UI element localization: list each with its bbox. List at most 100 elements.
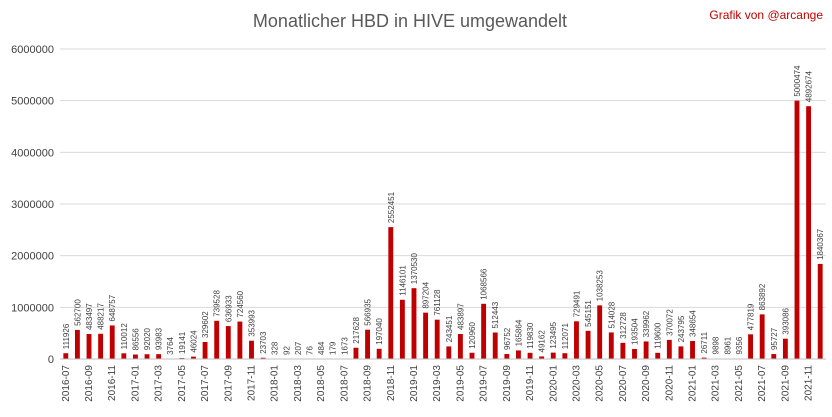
data-label: 217628: [352, 317, 361, 344]
bar: [504, 354, 510, 359]
data-label: 112071: [561, 323, 570, 350]
x-tick-label: 2017-11: [247, 365, 258, 401]
data-label: 5000474: [793, 65, 802, 97]
data-label: 636933: [224, 295, 233, 322]
x-tick-label: 2017-01: [130, 365, 141, 402]
data-label: 512443: [491, 301, 500, 328]
bar: [574, 321, 579, 359]
data-label: 483897: [456, 303, 465, 330]
data-label: 729491: [572, 290, 581, 317]
data-label: 96752: [503, 327, 512, 350]
bar: [365, 329, 370, 359]
data-label: 739528: [213, 290, 222, 317]
bar: [156, 354, 162, 359]
bar: [86, 334, 92, 359]
bar: [562, 353, 568, 359]
bar: [690, 340, 695, 359]
x-tick-label: 2020-01: [548, 365, 559, 402]
data-label: 370072: [665, 309, 674, 336]
bar: [202, 341, 208, 359]
x-tick-label: 2019-09: [502, 365, 513, 402]
bar: [771, 354, 777, 359]
data-label: 545151: [584, 300, 593, 327]
bar: [133, 354, 138, 359]
data-label: 76: [306, 346, 315, 355]
data-label: 243795: [677, 315, 686, 342]
bar: [655, 352, 661, 359]
x-axis: 2016-07 2016-09 2016-11 2017-01 2017-03 2017-…: [61, 365, 815, 402]
x-tick-label: 2016-11: [107, 365, 118, 401]
data-label: 483497: [85, 303, 94, 330]
data-label: 863892: [758, 283, 767, 310]
data-label: 93983: [155, 327, 164, 350]
bar: [225, 326, 231, 359]
y-axis: 0 1000000 2000000 3000000 4000000 5000000 6000…: [11, 44, 54, 366]
data-label: 477819: [747, 303, 756, 330]
data-label: 484: [317, 341, 326, 355]
x-tick-label: 2018-03: [293, 365, 304, 402]
x-tick-label: 2018-05: [316, 365, 327, 402]
x-tick-label: 2017-09: [223, 365, 234, 402]
bar: [446, 346, 452, 359]
data-label: 26711: [700, 331, 709, 353]
data-label: 328: [271, 341, 280, 355]
bar: [434, 319, 440, 359]
data-label: 648757: [108, 294, 117, 321]
bar: [376, 348, 382, 359]
bar: [701, 357, 707, 359]
x-tick-label: 2017-03: [154, 365, 165, 402]
bar: [516, 350, 521, 359]
data-label: 1038253: [596, 270, 605, 302]
data-label: 165864: [514, 319, 523, 346]
data-label: 514028: [607, 301, 616, 328]
bar: [492, 332, 498, 359]
bar: [620, 342, 626, 359]
bar: [632, 349, 637, 359]
bar: [666, 339, 672, 359]
bar: [678, 346, 684, 359]
bar: [539, 356, 545, 359]
bar: [399, 299, 405, 359]
chart-credit: Grafik von @arcange: [709, 8, 823, 22]
bar: [191, 356, 196, 359]
x-tick-label: 2019-03: [432, 365, 443, 402]
bar: [121, 353, 127, 359]
data-label: 197040: [375, 318, 384, 345]
data-label: 179: [329, 341, 338, 355]
bar: [469, 352, 475, 359]
data-label: 86556: [131, 328, 140, 351]
bar: [249, 340, 254, 359]
data-label: 329602: [201, 311, 210, 338]
data-label: 49162: [538, 330, 547, 353]
bar: [759, 314, 765, 359]
data-label: 1370530: [410, 252, 419, 284]
bar: [144, 354, 150, 359]
data-label: 46024: [189, 330, 198, 353]
x-tick-label: 2020-11: [664, 365, 675, 401]
bar: [527, 352, 533, 359]
data-label: 339962: [642, 310, 651, 337]
bar: [388, 227, 394, 359]
bar: [423, 312, 429, 359]
bar: [260, 357, 266, 359]
x-tick-label: 2019-05: [455, 365, 466, 402]
bar: [597, 305, 603, 359]
bar: [411, 288, 417, 359]
data-label: 348654: [689, 310, 698, 337]
data-label: 724560: [236, 290, 245, 317]
data-label: 110012: [120, 323, 129, 350]
data-label: 1068566: [480, 268, 489, 300]
data-label: 3764: [166, 336, 175, 354]
data-label: 92020: [143, 327, 152, 350]
x-tick-label: 2021-03: [711, 365, 722, 402]
x-tick-label: 2020-07: [618, 365, 629, 402]
data-label: 566935: [364, 298, 373, 325]
x-tick-label: 2018-07: [339, 365, 350, 402]
data-label: 761128: [433, 289, 442, 316]
x-tick-label: 2020-03: [571, 365, 582, 402]
bars: [63, 100, 823, 359]
bar: [109, 325, 115, 359]
data-label: 119600: [654, 322, 663, 349]
